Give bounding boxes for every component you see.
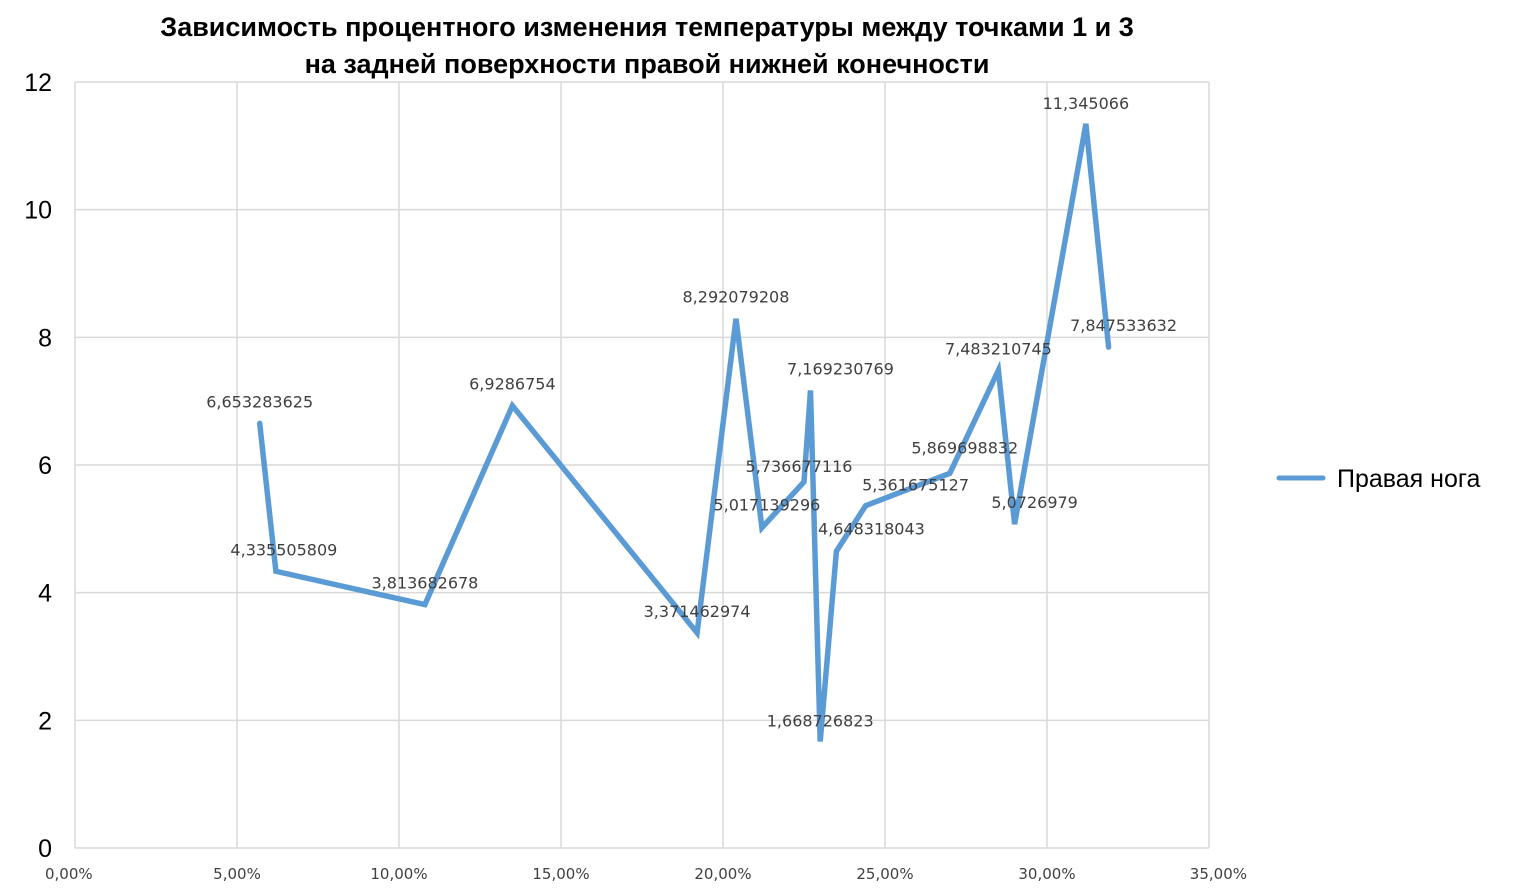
y-tick-label: 12 bbox=[24, 69, 52, 97]
legend-label: Правая нога bbox=[1337, 465, 1480, 493]
legend: Правая нога bbox=[1276, 465, 1480, 493]
data-label: 5,736677116 bbox=[746, 457, 853, 476]
x-tick-label: 20,00% bbox=[694, 865, 751, 883]
x-tick-label: 25,00% bbox=[856, 865, 913, 883]
series-group bbox=[256, 123, 1112, 742]
grid bbox=[74, 81, 1210, 849]
data-label: 6,9286754 bbox=[469, 375, 556, 394]
data-labels: 6,653283625 4,335505809 3,813682678 6,92867… bbox=[206, 94, 1177, 731]
data-label: 7,169230769 bbox=[787, 359, 894, 378]
data-label: 3,371462974 bbox=[644, 602, 751, 621]
data-label: 4,335505809 bbox=[230, 540, 337, 559]
x-tick-label: 5,00% bbox=[213, 865, 261, 883]
x-tick-label: 10,00% bbox=[370, 865, 427, 883]
y-tick-label: 0 bbox=[38, 835, 52, 863]
y-axis-ticks: 0 2 4 6 8 10 12 bbox=[24, 69, 52, 863]
data-label: 5,017139296 bbox=[713, 496, 820, 515]
data-label: 7,483210745 bbox=[945, 339, 1052, 358]
y-tick-label: 10 bbox=[24, 197, 52, 225]
data-label: 1,668726823 bbox=[767, 711, 874, 730]
x-tick-label: 15,00% bbox=[532, 865, 589, 883]
y-tick-label: 8 bbox=[38, 324, 52, 352]
data-label: 4,648318043 bbox=[818, 519, 925, 538]
data-label: 5,0726979 bbox=[991, 493, 1078, 512]
x-axis-ticks: 0,00% 5,00% 10,00% 15,00% 20,00% 25,00% 30,00%… bbox=[45, 865, 1247, 883]
data-label: 7,847533632 bbox=[1070, 316, 1177, 335]
data-label: 6,653283625 bbox=[206, 392, 313, 411]
data-label: 3,813682678 bbox=[371, 574, 478, 593]
y-tick-label: 2 bbox=[38, 707, 52, 735]
data-label: 11,345066 bbox=[1043, 94, 1130, 113]
y-tick-label: 6 bbox=[38, 452, 52, 480]
x-tick-label: 35,00% bbox=[1190, 865, 1247, 883]
y-tick-label: 4 bbox=[38, 580, 52, 608]
chart-title-line-2: на задней поверхности правой нижней коне… bbox=[305, 49, 990, 79]
series-line bbox=[256, 123, 1112, 742]
x-tick-label: 0,00% bbox=[45, 865, 93, 883]
x-tick-label: 30,00% bbox=[1018, 865, 1075, 883]
chart-title: Зависимость процентного изменения темпер… bbox=[160, 12, 1133, 79]
chart-title-line-1: Зависимость процентного изменения темпер… bbox=[160, 12, 1133, 42]
data-label: 5,361675127 bbox=[862, 476, 969, 495]
data-label: 8,292079208 bbox=[683, 288, 790, 307]
data-label: 5,869698832 bbox=[911, 438, 1018, 457]
